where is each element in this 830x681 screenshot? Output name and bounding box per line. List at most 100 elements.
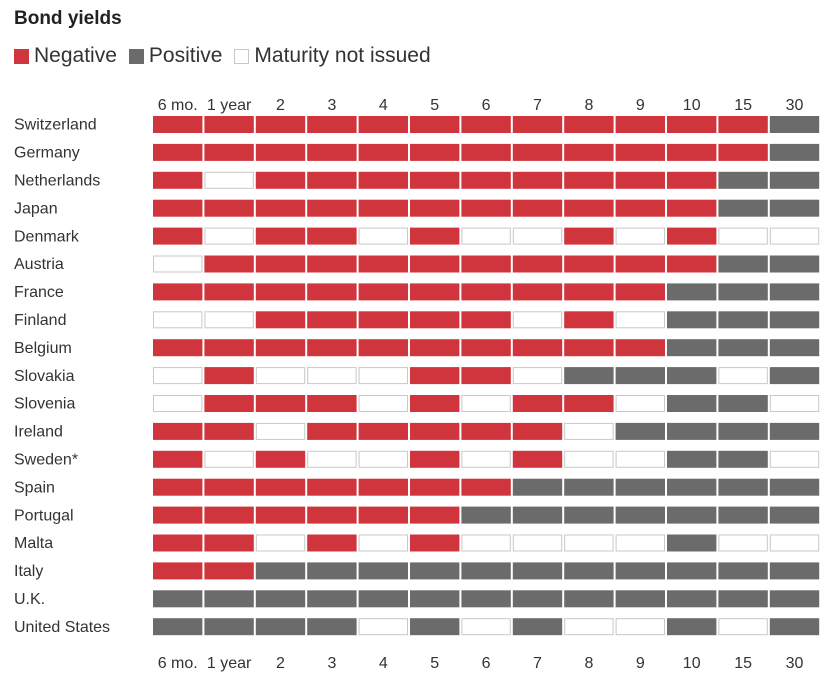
cell-slovakia-6 <box>461 367 511 385</box>
country-label-spain: Spain <box>14 479 55 496</box>
cell-belgium-3 <box>307 339 357 357</box>
cell-switzerland-9 <box>615 116 665 133</box>
cell-slovenia-30 <box>769 395 820 412</box>
cell-denmark-3 <box>307 227 357 245</box>
cell-malta-9 <box>615 534 665 552</box>
cell-denmark-6-mo <box>153 227 203 245</box>
chart-title: Bond yields <box>14 8 122 29</box>
cell-belgium-5 <box>410 339 460 357</box>
column-header-top-1-year: 1 year <box>207 97 252 114</box>
cell-u-k-9 <box>615 590 665 608</box>
cell-united-states-9 <box>615 618 665 636</box>
cell-united-states-30 <box>769 618 820 636</box>
cell-u-k-7 <box>512 590 563 608</box>
cell-ireland-5 <box>410 422 460 440</box>
column-header-top-3: 3 <box>327 97 336 114</box>
cell-sweden-8 <box>564 450 614 468</box>
column-header-top-10: 10 <box>683 97 701 114</box>
cell-slovenia-15 <box>718 395 768 412</box>
cell-u-k-1-year <box>204 590 254 608</box>
cell-u-k-10 <box>667 590 717 608</box>
cell-netherlands-7 <box>512 171 563 189</box>
cell-portugal-30 <box>769 506 820 524</box>
country-label-finland: Finland <box>14 312 66 329</box>
cell-italy-15 <box>718 562 768 580</box>
cell-ireland-15 <box>718 422 768 440</box>
cell-spain-30 <box>769 478 820 496</box>
cell-malta-8 <box>564 534 614 552</box>
cell-italy-4 <box>358 562 408 580</box>
cell-spain-6-mo <box>153 478 203 496</box>
column-header-bottom-4: 4 <box>379 655 388 672</box>
cell-spain-2 <box>255 478 306 496</box>
cell-slovakia-7 <box>512 367 563 385</box>
cell-slovakia-9 <box>615 367 665 385</box>
column-header-top-7: 7 <box>533 97 542 114</box>
legend-item-not-issued: Maturity not issued <box>234 44 431 68</box>
country-label-portugal: Portugal <box>14 507 74 524</box>
cell-u-k-6 <box>461 590 511 608</box>
cell-netherlands-5 <box>410 171 460 189</box>
cell-italy-9 <box>615 562 665 580</box>
cell-portugal-6 <box>461 506 511 524</box>
cell-spain-9 <box>615 478 665 496</box>
cell-finland-3 <box>307 311 357 329</box>
cell-japan-10 <box>667 199 717 217</box>
cell-denmark-15 <box>718 227 768 245</box>
legend-label-negative: Negative <box>34 44 117 67</box>
cell-denmark-8 <box>564 227 614 245</box>
cell-denmark-7 <box>512 227 563 245</box>
cell-austria-30 <box>769 255 820 273</box>
cell-germany-6-mo <box>153 143 203 161</box>
cell-austria-3 <box>307 255 357 273</box>
cell-u-k-15 <box>718 590 768 608</box>
cell-portugal-8 <box>564 506 614 524</box>
country-label-france: France <box>14 284 64 301</box>
cell-france-15 <box>718 283 768 301</box>
country-label-malta: Malta <box>14 535 53 552</box>
column-header-top-6: 6 <box>482 97 491 114</box>
column-header-bottom-3: 3 <box>327 655 336 672</box>
cell-japan-3 <box>307 199 357 217</box>
cell-portugal-4 <box>358 506 408 524</box>
cell-switzerland-1-year <box>204 116 254 133</box>
cell-finland-5 <box>410 311 460 329</box>
cell-netherlands-3 <box>307 171 357 189</box>
cell-slovenia-7 <box>512 395 563 412</box>
cell-finland-10 <box>667 311 717 329</box>
cell-japan-6-mo <box>153 199 203 217</box>
cell-sweden-9 <box>615 450 665 468</box>
cell-malta-1-year <box>204 534 254 552</box>
cell-austria-1-year <box>204 255 254 273</box>
cell-switzerland-30 <box>769 116 820 133</box>
cell-japan-6 <box>461 199 511 217</box>
column-header-top-4: 4 <box>379 97 388 114</box>
cell-italy-2 <box>255 562 306 580</box>
legend-swatch-not-issued <box>234 48 250 64</box>
cell-japan-5 <box>410 199 460 217</box>
cell-slovakia-4 <box>358 367 409 385</box>
cell-united-states-10 <box>667 618 717 636</box>
cell-finland-8 <box>564 311 614 329</box>
country-label-belgium: Belgium <box>14 340 72 357</box>
cell-belgium-30 <box>769 339 820 357</box>
cell-switzerland-10 <box>667 116 717 133</box>
cell-malta-15 <box>718 534 768 552</box>
cell-belgium-15 <box>718 339 768 357</box>
cell-ireland-2 <box>255 422 306 440</box>
cell-slovenia-6 <box>461 395 511 412</box>
cell-slovenia-2 <box>255 395 306 412</box>
cell-austria-7 <box>512 255 563 273</box>
cell-ireland-6-mo <box>153 422 203 440</box>
cell-austria-4 <box>358 255 408 273</box>
cell-u-k-6-mo <box>153 590 203 608</box>
cell-ireland-30 <box>769 422 820 440</box>
cell-sweden-4 <box>358 450 409 468</box>
cell-u-k-5 <box>410 590 460 608</box>
cell-netherlands-10 <box>667 171 717 189</box>
cell-germany-3 <box>307 143 357 161</box>
cell-slovakia-5 <box>410 367 460 385</box>
cell-germany-6 <box>461 143 511 161</box>
cell-united-states-1-year <box>204 618 254 636</box>
cell-sweden-10 <box>667 450 717 468</box>
